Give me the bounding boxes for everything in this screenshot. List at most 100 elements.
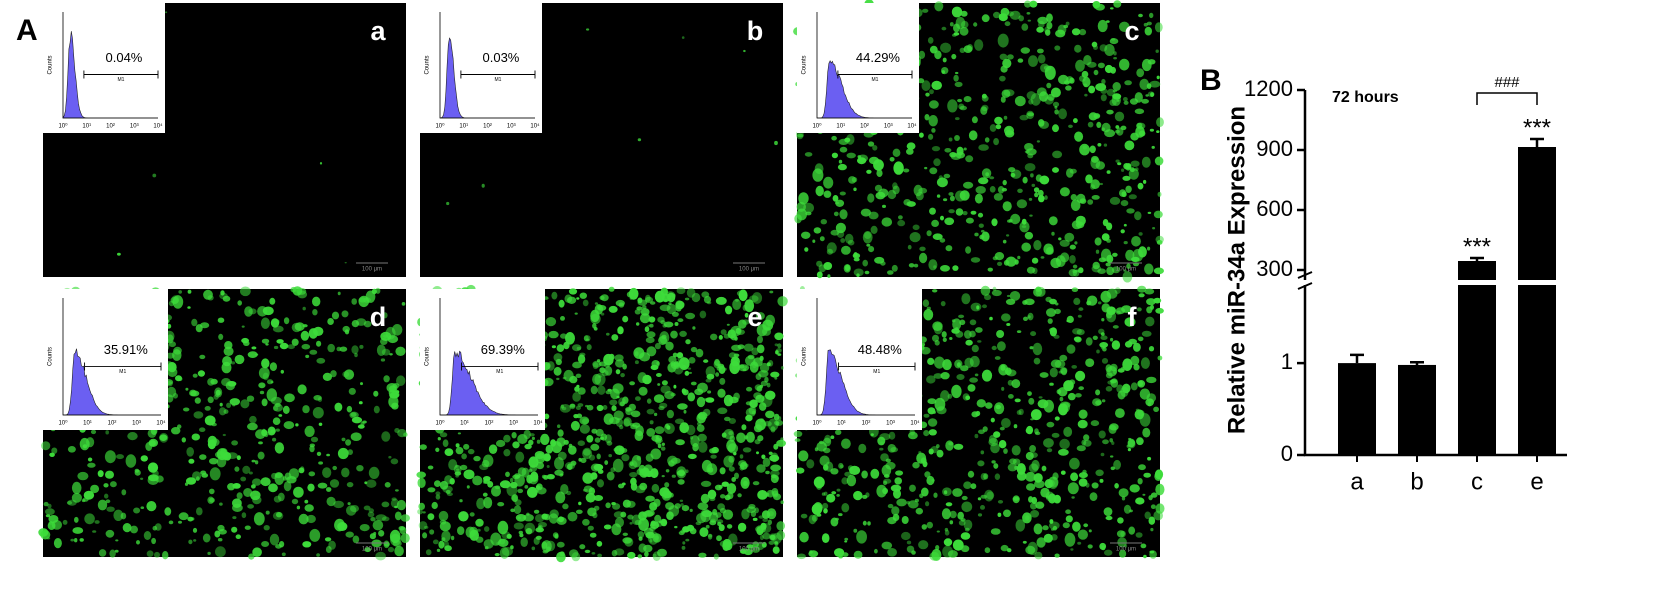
- cell: [51, 447, 58, 454]
- cell: [780, 366, 784, 370]
- cell: [568, 445, 577, 455]
- cell: [506, 483, 518, 497]
- cell: [1144, 288, 1155, 295]
- cell: [932, 233, 943, 240]
- cell: [389, 392, 400, 399]
- cell: [232, 516, 237, 520]
- cell: [1157, 355, 1163, 361]
- cell: [663, 298, 668, 303]
- cell: [756, 451, 759, 455]
- inset-x-tick-label: 10²: [106, 124, 115, 130]
- cell: [316, 357, 326, 364]
- cell: [248, 553, 255, 560]
- cell: [1006, 234, 1010, 237]
- cell: [227, 381, 237, 387]
- cell: [275, 428, 280, 432]
- cell: [457, 432, 461, 435]
- cell: [155, 475, 164, 483]
- cell: [1148, 346, 1155, 352]
- cell: [683, 409, 687, 414]
- cell: [1017, 58, 1024, 63]
- cell: [363, 297, 371, 303]
- cell: [1137, 285, 1147, 293]
- cell: [514, 474, 525, 487]
- cell: [858, 443, 867, 454]
- cell: [196, 507, 203, 516]
- scale-bar-label: 100 μm: [739, 267, 759, 273]
- cell: [113, 509, 124, 521]
- cell: [84, 513, 95, 525]
- cell: [1000, 96, 1006, 103]
- cell: [232, 498, 242, 509]
- cell: [1083, 439, 1092, 447]
- cell: [1146, 376, 1157, 384]
- cell: [1001, 418, 1011, 428]
- inset-background: [420, 3, 542, 133]
- cell: [661, 380, 668, 386]
- cell: [388, 455, 392, 459]
- cell: [387, 335, 399, 344]
- cell: [611, 549, 618, 557]
- cell: [931, 219, 939, 227]
- cell: [980, 494, 988, 499]
- cell: [251, 346, 257, 350]
- cell: [1052, 101, 1060, 108]
- cell: [593, 463, 604, 471]
- cell: [1147, 402, 1152, 407]
- cell: [1119, 21, 1130, 32]
- cell: [503, 449, 511, 457]
- cell: [1021, 225, 1027, 228]
- cell: [645, 495, 655, 502]
- cell: [679, 499, 684, 502]
- cell: [717, 407, 728, 415]
- cell: [1124, 544, 1128, 548]
- cell: [248, 471, 253, 475]
- gate-percentage: 0.03%: [483, 50, 520, 65]
- cell: [1034, 551, 1043, 560]
- cell: [597, 479, 604, 488]
- cell: [630, 477, 637, 486]
- cell: [1072, 521, 1081, 532]
- cell: [993, 138, 999, 146]
- cell: [1150, 504, 1156, 510]
- cell: [1137, 380, 1146, 388]
- cell: [955, 330, 964, 338]
- cell: [777, 353, 782, 356]
- cell: [1002, 58, 1012, 69]
- cell: [812, 168, 824, 182]
- cell: [494, 485, 501, 490]
- cell: [363, 505, 371, 511]
- cell: [1120, 200, 1129, 207]
- cell: [133, 507, 141, 514]
- cell: [823, 464, 829, 471]
- cell: [191, 433, 200, 441]
- cell: [520, 537, 528, 547]
- cell: [1030, 418, 1034, 421]
- cell: [980, 285, 991, 296]
- cell: [1004, 21, 1011, 27]
- cell: [773, 493, 781, 501]
- cell: [231, 440, 239, 446]
- cell: [922, 8, 929, 13]
- cell: [841, 552, 849, 557]
- cell: [434, 480, 441, 487]
- cell: [745, 355, 756, 366]
- cell: [804, 152, 813, 157]
- cell: [444, 475, 453, 485]
- cell: [136, 540, 140, 545]
- cell: [219, 502, 223, 506]
- cell: [562, 376, 567, 380]
- cell: [579, 424, 591, 434]
- cell: [217, 538, 223, 542]
- cell: [1022, 540, 1027, 544]
- gate-name: M1: [119, 369, 126, 375]
- cell: [755, 525, 766, 534]
- cell: [1018, 408, 1024, 416]
- cell: [945, 245, 953, 252]
- cell: [294, 322, 305, 331]
- cell: [981, 229, 985, 233]
- cell: [1036, 26, 1044, 33]
- cell: [1110, 466, 1116, 471]
- cell: [621, 448, 628, 453]
